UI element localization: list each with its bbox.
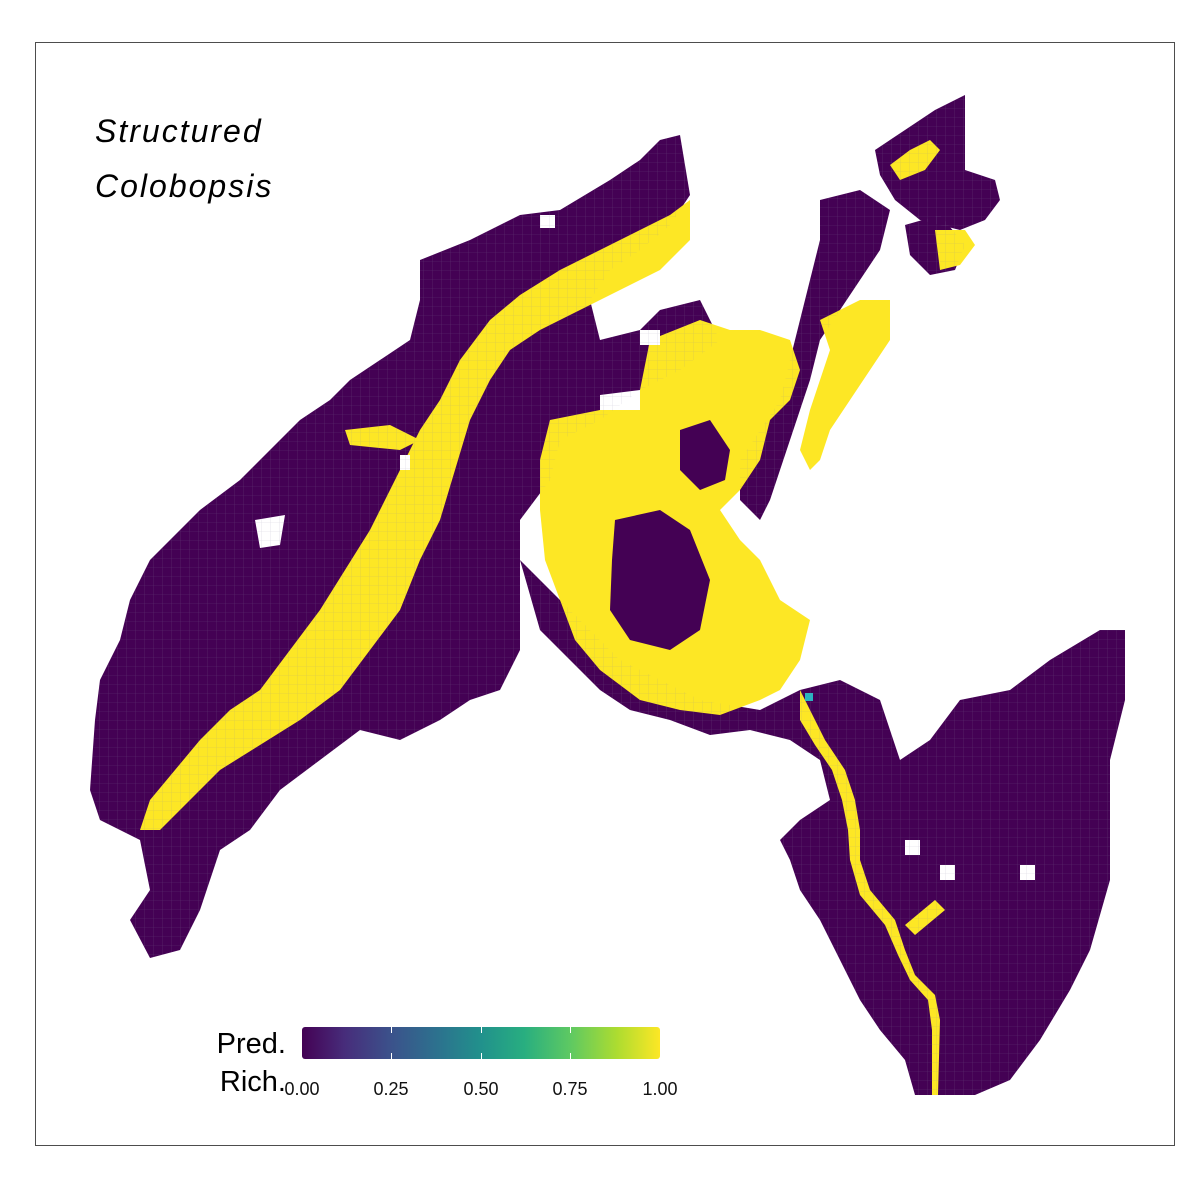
legend-tick-label: 0.25 — [373, 1079, 409, 1099]
map-title-line2: Colobopsis — [95, 168, 274, 204]
legend-title-line1: Pred. — [216, 1028, 286, 1060]
high-value-region — [800, 300, 890, 470]
map-title-line1: Structured — [95, 113, 263, 149]
colorbar-tick — [481, 1053, 482, 1059]
legend-tick-label: 0.00 — [284, 1079, 320, 1099]
grid-cells — [740, 190, 890, 520]
grid-cells — [875, 95, 1000, 230]
grid-cells — [905, 215, 965, 275]
low-value-region — [680, 420, 730, 490]
legend-tick-label: 0.75 — [552, 1079, 588, 1099]
legend-tick-label: 1.00 — [642, 1079, 678, 1099]
colorbar-tick — [481, 1027, 482, 1033]
colorbar-tick — [391, 1027, 392, 1033]
colorbar-tick — [570, 1027, 571, 1033]
legend-tick-label: 0.50 — [463, 1079, 499, 1099]
grid-cells — [90, 135, 720, 958]
low-value-region — [610, 510, 710, 650]
grid-overlay — [90, 95, 1125, 1095]
colorbar-tick — [570, 1053, 571, 1059]
grid-cells — [520, 560, 1125, 1095]
colorbar-tick — [391, 1053, 392, 1059]
legend-title-line2: Rich. — [219, 1066, 286, 1098]
high-value-region — [540, 320, 810, 715]
